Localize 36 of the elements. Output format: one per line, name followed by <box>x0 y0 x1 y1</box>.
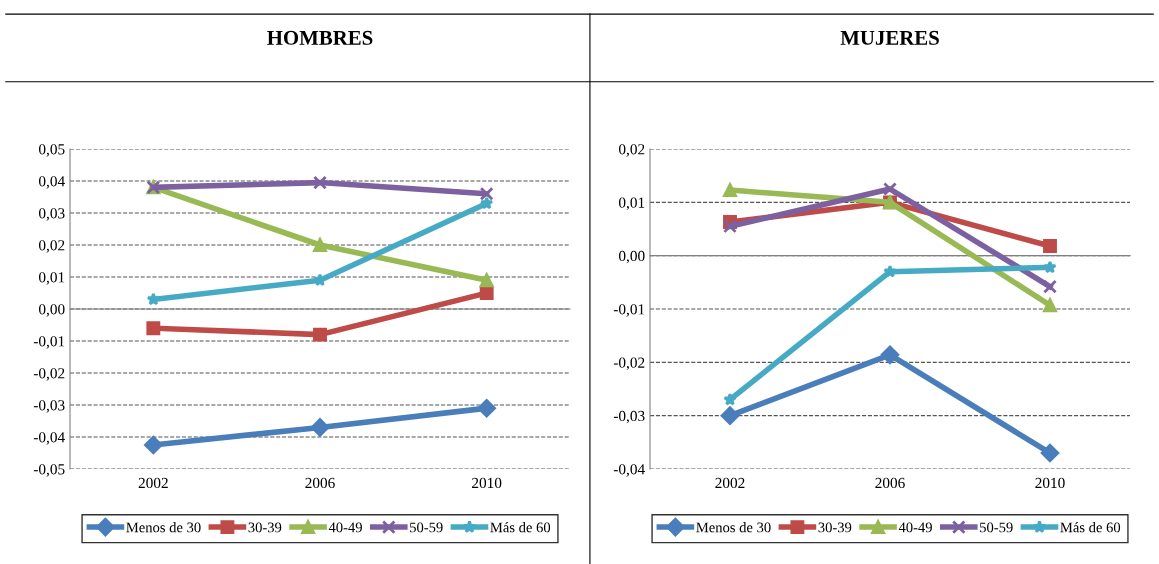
y-tick-label: -0,03 <box>613 410 645 424</box>
x-tick-label: 2002 <box>138 477 168 489</box>
y-tick-label: 0,05 <box>38 144 65 157</box>
y-tick-label: -0,04 <box>613 464 645 477</box>
y-tick-label: 0,01 <box>38 272 65 285</box>
y-tick-label: 0,00 <box>618 250 645 264</box>
legend-label: 30-39 <box>248 522 282 533</box>
legend-label: Más de 60 <box>1060 522 1121 533</box>
x-tick-label: 2006 <box>875 477 905 489</box>
y-tick-label: 0,03 <box>38 208 65 221</box>
chart-title: HOMBRES <box>267 30 373 45</box>
x-tick-label: 2010 <box>472 477 502 489</box>
x-tick-label: 2006 <box>305 477 335 489</box>
y-tick-label: -0,02 <box>33 368 65 381</box>
legend-label: Menos de 30 <box>126 522 201 533</box>
y-tick-label: 0,02 <box>618 144 645 157</box>
legend-label: 30-39 <box>818 522 852 533</box>
chart-title: MUJERES <box>840 30 939 45</box>
x-tick-label: 2010 <box>1035 477 1065 489</box>
y-tick-label: -0,01 <box>33 336 65 349</box>
y-tick-label: -0,03 <box>33 400 65 413</box>
legend-label: 40-49 <box>898 522 932 533</box>
y-tick-label: 0,04 <box>38 176 65 189</box>
y-tick-label: -0,04 <box>33 432 65 445</box>
y-tick-label: 0,01 <box>618 197 645 210</box>
legend-label: Más de 60 <box>490 522 551 533</box>
y-tick-label: -0,01 <box>613 304 645 317</box>
y-tick-label: 0,00 <box>38 304 65 317</box>
x-tick-label: 2002 <box>715 477 745 489</box>
legend-label: 40-49 <box>328 522 362 533</box>
legend-label: 50-59 <box>980 522 1013 533</box>
legend-label: 50-59 <box>410 522 443 533</box>
y-tick-label: -0,05 <box>33 464 65 477</box>
y-tick-label: -0,02 <box>613 357 645 370</box>
legend-label: Menos de 30 <box>696 522 771 533</box>
y-tick-label: 0,02 <box>38 240 65 253</box>
